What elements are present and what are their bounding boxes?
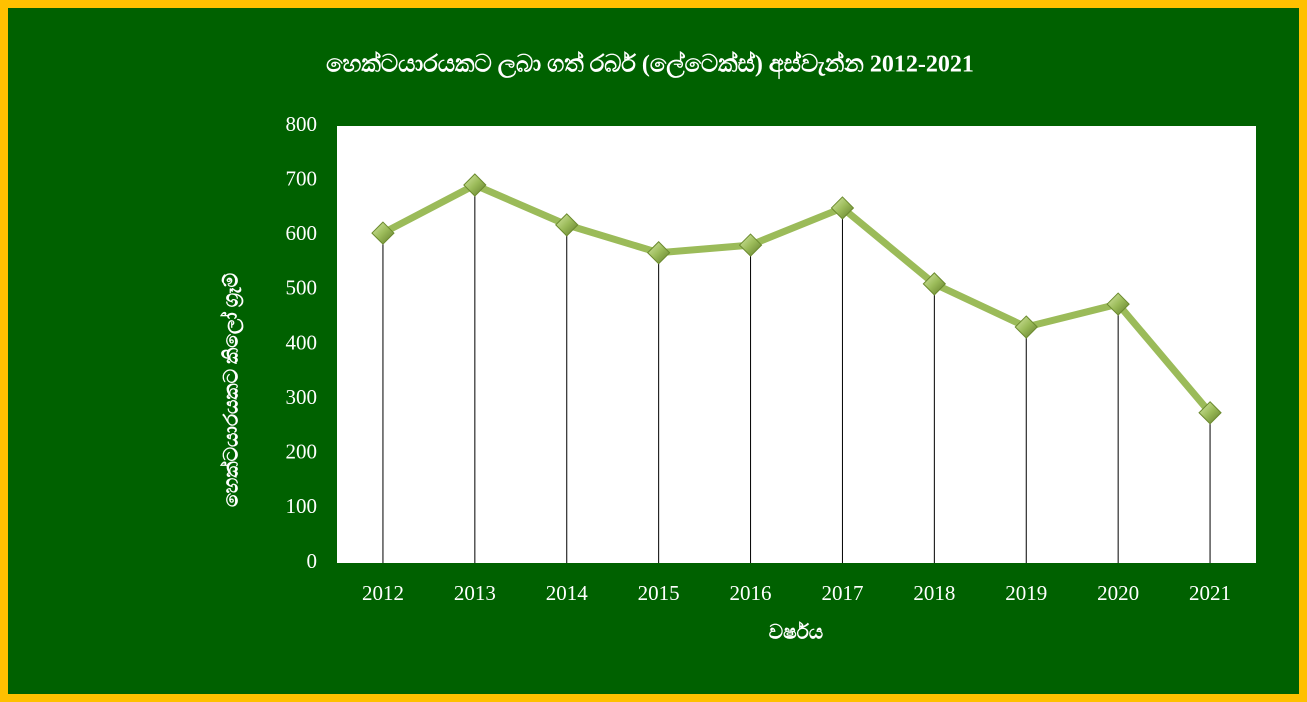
x-tick-label: 2020 [1097,581,1139,605]
y-tick-label: 700 [286,166,318,190]
x-tick-label: 2014 [546,581,589,605]
y-tick-label: 200 [286,440,318,464]
marker [463,173,487,197]
y-tick-label: 500 [286,276,318,300]
y-tick-label: 0 [307,549,318,573]
data-line [381,181,1213,416]
marker [922,272,947,296]
y-axis-label: හෙක්ටයාරයකට කිලෝ ග්‍රෑම් [218,273,244,507]
marker [1198,401,1222,425]
marker [738,233,763,257]
x-tick-label: 2015 [638,581,680,605]
x-tick-label: 2012 [362,581,404,605]
x-tick-label: 2021 [1189,581,1231,605]
marker [646,241,671,265]
marker [1106,292,1130,316]
marker [830,196,855,220]
marker [555,213,579,237]
x-tick-label: 2018 [913,581,955,605]
chart-title: හෙක්ටයාරයකට ලබා ගත් රබර් (ලේටෙක්ස්) අස්ව… [326,49,974,79]
x-axis-label: වර්ෂය [769,621,823,644]
y-tick-label: 100 [286,494,318,518]
x-tick-label: 2019 [1005,581,1047,605]
x-tick-label: 2017 [821,581,863,605]
x-tick-label: 2013 [454,581,496,605]
y-tick-label: 300 [286,385,318,409]
y-tick-label: 800 [286,112,318,136]
marker [371,221,395,245]
marker [1014,315,1038,339]
x-tick-label: 2016 [730,581,772,605]
plot-area [337,126,1256,563]
y-tick-label: 600 [286,221,318,245]
y-tick-label: 400 [286,330,318,354]
